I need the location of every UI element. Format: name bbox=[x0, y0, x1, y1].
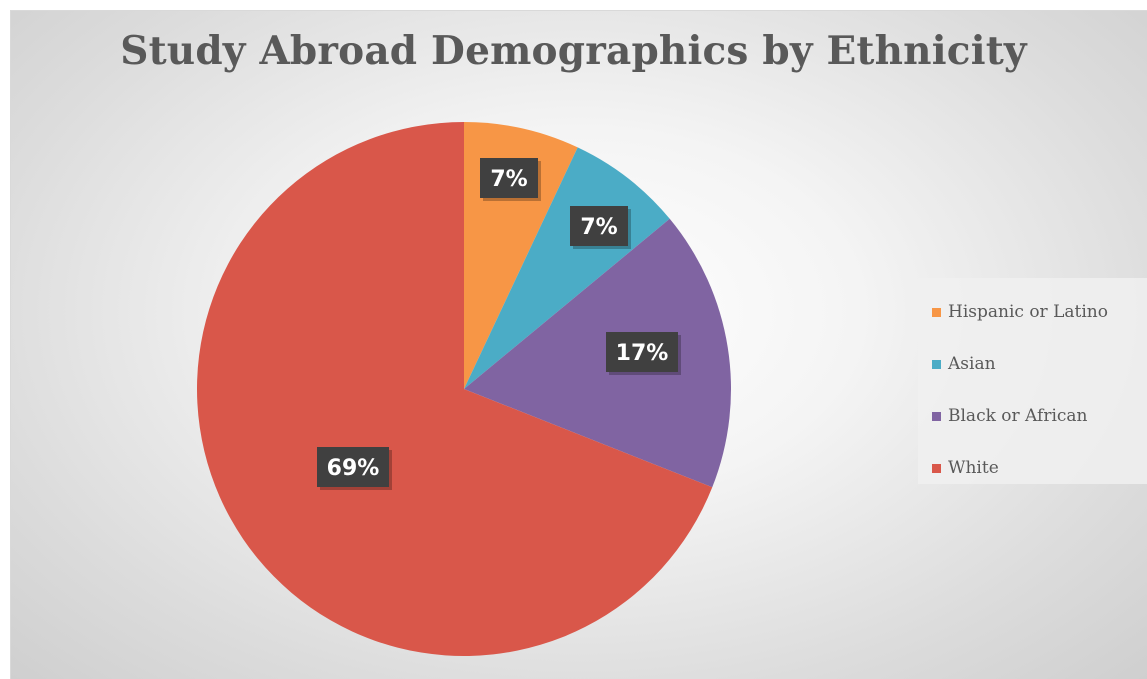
data-label-text: 69% bbox=[327, 456, 380, 481]
data-label: 69% bbox=[317, 447, 392, 490]
data-label-box bbox=[317, 447, 389, 487]
data-label-box bbox=[606, 332, 678, 372]
legend-item: Black or African bbox=[918, 390, 1147, 442]
legend-item: White bbox=[918, 442, 1147, 494]
data-label-box bbox=[480, 158, 538, 198]
data-label: 7% bbox=[480, 158, 541, 201]
pie-slice bbox=[464, 218, 731, 488]
legend-label: White bbox=[948, 458, 999, 478]
legend-swatch bbox=[932, 359, 941, 369]
legend-item: Hispanic or Latino bbox=[918, 286, 1147, 338]
data-label-text: 7% bbox=[580, 215, 617, 240]
pie-slice bbox=[197, 122, 713, 656]
legend: Hispanic or Latino Asian Black or Africa… bbox=[918, 278, 1147, 484]
data-label-text: 17% bbox=[616, 341, 669, 366]
data-label: 7% bbox=[570, 206, 631, 249]
pie-data-labels: 7% 7% 17% 69% bbox=[317, 158, 681, 490]
pie-slices bbox=[197, 122, 731, 656]
data-label: 17% bbox=[606, 332, 681, 375]
data-label-text: 7% bbox=[490, 167, 527, 192]
legend-item: Asian bbox=[918, 338, 1147, 390]
legend-label: Hispanic or Latino bbox=[948, 302, 1108, 322]
legend-swatch bbox=[932, 307, 941, 317]
legend-label: Asian bbox=[948, 354, 996, 374]
data-label-box bbox=[570, 206, 628, 246]
legend-label: Black or African bbox=[948, 406, 1088, 426]
legend-swatch bbox=[932, 411, 941, 421]
chart-title: Study Abroad Demographics by Ethnicity bbox=[120, 28, 1027, 74]
legend-swatch bbox=[932, 463, 941, 473]
